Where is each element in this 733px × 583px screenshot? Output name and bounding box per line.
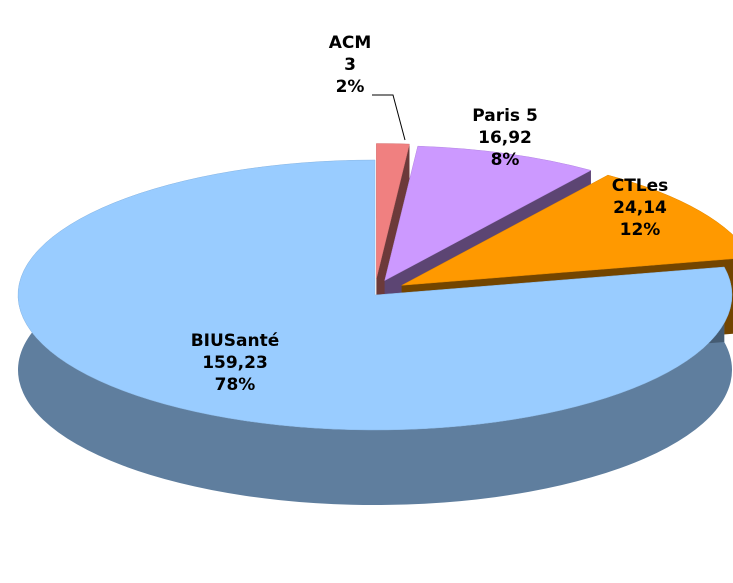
slice-label: Paris 5	[472, 106, 538, 126]
value-label: 159,23	[202, 353, 268, 373]
percent-label: 2%	[336, 77, 365, 97]
slice	[384, 145, 592, 282]
percent-label: 8%	[491, 150, 520, 170]
value-label: 24,14	[613, 198, 667, 218]
slice	[17, 159, 733, 431]
slice	[376, 143, 410, 279]
leader-line	[372, 94, 406, 141]
value-label: 3	[344, 55, 356, 75]
slice-label: CTLes	[612, 176, 669, 196]
percent-label: 12%	[620, 220, 661, 240]
percent-label: 78%	[215, 375, 256, 395]
slice-label: ACM	[329, 33, 372, 53]
slice-label: BIUSanté	[191, 331, 280, 351]
pie	[17, 143, 733, 505]
slice	[401, 174, 733, 286]
value-label: 16,92	[478, 128, 532, 148]
